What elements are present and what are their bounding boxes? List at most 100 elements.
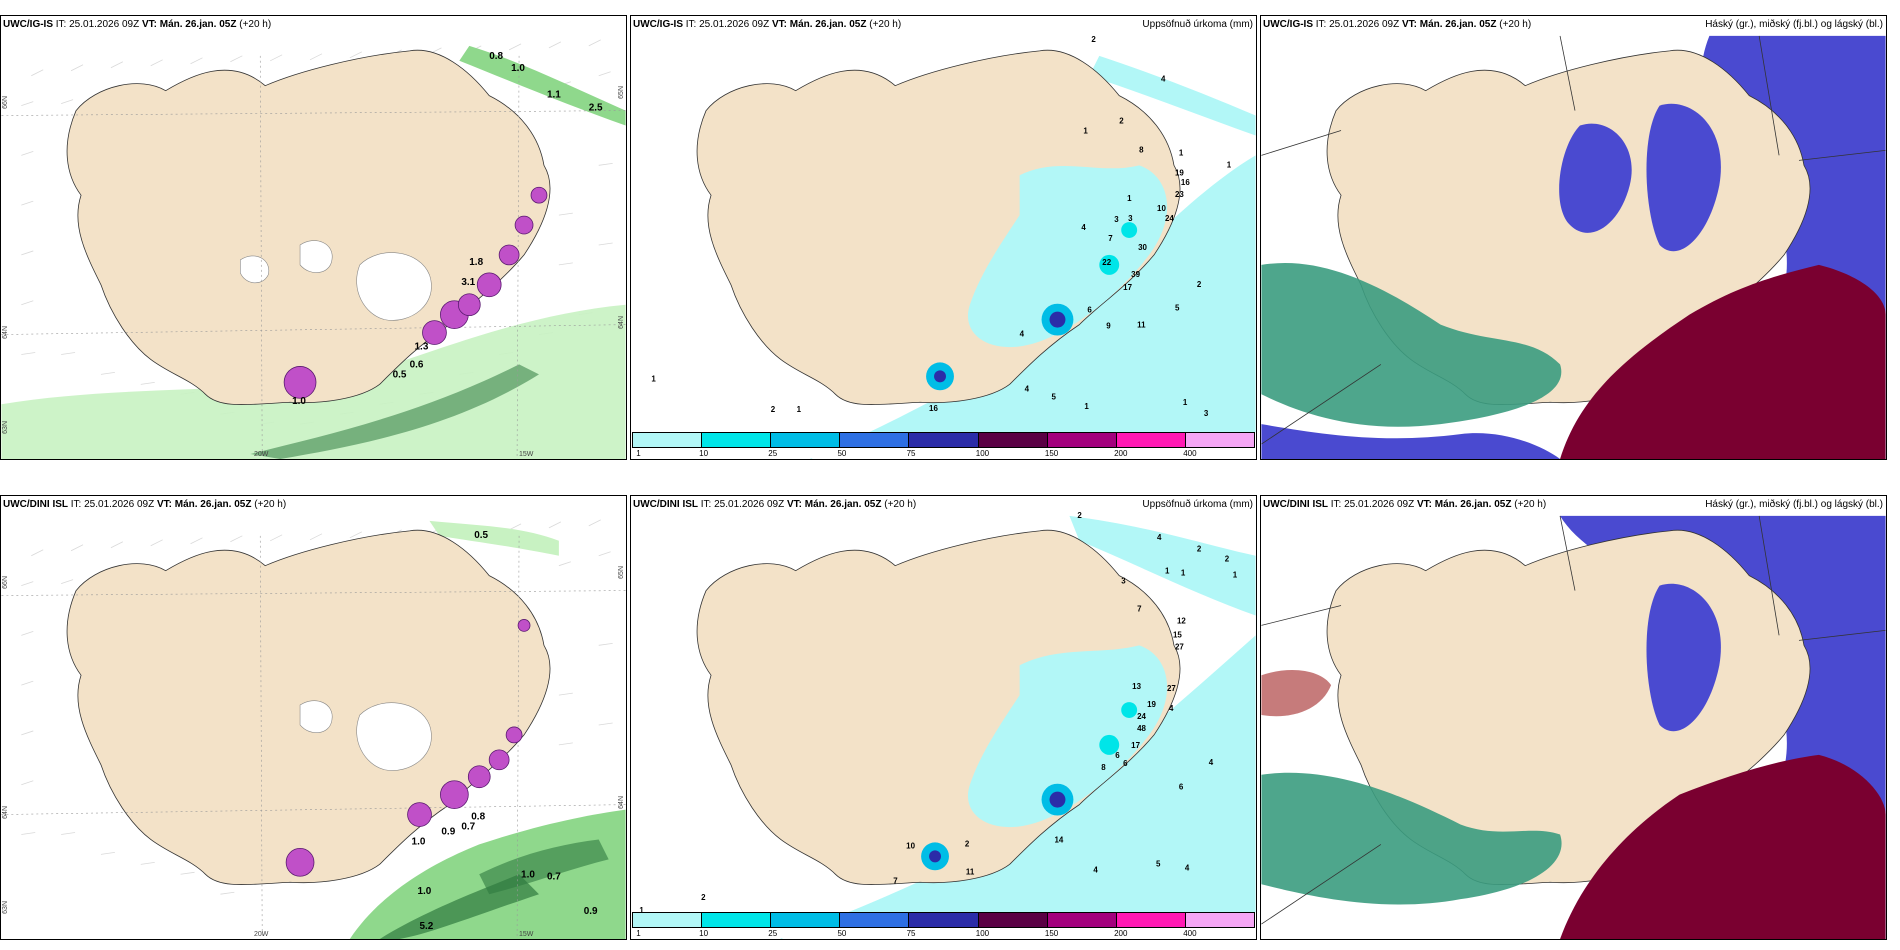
vt-value: Mán. 26.jan. 05Z <box>1419 19 1497 30</box>
svg-text:2: 2 <box>1225 555 1230 564</box>
vt-value: Mán. 26.jan. 05Z <box>1434 499 1512 510</box>
mid-cloud-south <box>1261 424 1561 459</box>
svg-text:1: 1 <box>1181 569 1186 578</box>
model-name: UWC/DINI ISL <box>633 499 698 510</box>
svg-text:1: 1 <box>1233 571 1238 580</box>
svg-text:0.8: 0.8 <box>489 51 503 62</box>
panel-header: UWC/IG-IS IT: 25.01.2026 09Z VT: Mán. 26… <box>1263 19 1532 30</box>
lon-label: 15W <box>519 931 534 938</box>
swatch-150 <box>1047 913 1117 927</box>
svg-text:7: 7 <box>893 876 898 885</box>
lat-label: 64N <box>618 796 625 809</box>
svg-text:0.8: 0.8 <box>471 812 485 823</box>
lead-time: (+20 h) <box>254 499 287 510</box>
low-cloud <box>1560 754 1886 939</box>
colorbar-ticks: 1 10 25 50 75 100 150 200 400 <box>636 449 1197 458</box>
lead-time: (+20 h) <box>869 19 902 30</box>
swatch-25 <box>771 433 841 447</box>
panel-title: Háský (gr.), miðský (fj.bl.) og lágský (… <box>1705 499 1883 510</box>
panel-wind-dini: UWC/DINI ISL IT: 25.01.2026 09Z VT: Mán.… <box>0 495 627 940</box>
wind-map: 0.8 1.0 1.1 2.5 1.3 0.6 0.5 1.0 3.1 1.8 <box>1 39 626 459</box>
model-name: UWC/IG-IS <box>1263 19 1313 30</box>
precip-cores <box>926 222 1138 391</box>
svg-text:27: 27 <box>1175 642 1184 651</box>
precip-cores <box>921 702 1138 871</box>
svg-text:30: 30 <box>1138 243 1147 252</box>
lat-label: 66N <box>2 576 9 589</box>
svg-text:0.9: 0.9 <box>441 826 455 837</box>
svg-text:9: 9 <box>1106 322 1111 331</box>
svg-text:1: 1 <box>1127 194 1132 203</box>
swatch-10 <box>702 433 772 447</box>
svg-text:39: 39 <box>1131 270 1140 279</box>
svg-text:8: 8 <box>1101 763 1106 772</box>
svg-text:2: 2 <box>1197 280 1202 289</box>
svg-text:0.5: 0.5 <box>393 369 407 380</box>
svg-text:4: 4 <box>1025 384 1030 393</box>
cloud-map <box>1261 515 1886 939</box>
svg-text:11: 11 <box>966 867 975 876</box>
svg-text:12: 12 <box>1177 616 1186 625</box>
mid-cloud-land <box>1646 103 1721 252</box>
lon-label: 20W <box>254 931 269 938</box>
lat-label: 65N <box>618 86 625 99</box>
svg-text:4: 4 <box>1209 758 1214 767</box>
colorbar: 1 10 25 50 75 100 150 200 400 <box>632 912 1255 938</box>
low-cloud <box>1560 264 1886 459</box>
svg-text:1.0: 1.0 <box>521 869 535 880</box>
svg-text:1: 1 <box>651 374 656 383</box>
high-cloud <box>1261 772 1562 905</box>
high-cloud <box>1261 262 1562 427</box>
lon-label: 20W <box>254 451 269 458</box>
swatch-25 <box>771 913 841 927</box>
svg-text:2: 2 <box>1197 545 1202 554</box>
svg-text:0.7: 0.7 <box>461 821 475 832</box>
swatch-200 <box>1116 433 1186 447</box>
svg-text:1: 1 <box>1084 402 1089 411</box>
vt-value: Mán. 26.jan. 05Z <box>789 19 867 30</box>
svg-text:4: 4 <box>1169 704 1174 713</box>
svg-text:6: 6 <box>1087 306 1092 315</box>
panel-precip-dini: UWC/DINI ISL IT: 25.01.2026 09Z VT: Mán.… <box>630 495 1257 940</box>
panel-header: UWC/DINI ISL IT: 25.01.2026 09Z VT: Mán.… <box>633 499 917 510</box>
svg-text:3: 3 <box>1121 577 1126 586</box>
low-cloud <box>1261 670 1332 717</box>
swatch-75 <box>909 913 979 927</box>
svg-text:2: 2 <box>1119 117 1124 126</box>
svg-text:4: 4 <box>1161 75 1166 84</box>
boundary-lines <box>1261 35 1886 445</box>
lon-label: 15W <box>519 451 534 458</box>
panel-precip-igis: UWC/IG-IS IT: 25.01.2026 09Z VT: Mán. 26… <box>630 15 1257 460</box>
swatch-400 <box>1185 913 1254 927</box>
svg-text:0.6: 0.6 <box>410 359 424 370</box>
mid-cloud-land <box>1646 583 1721 732</box>
svg-text:4: 4 <box>1157 533 1162 542</box>
svg-text:10: 10 <box>906 841 915 850</box>
svg-text:2: 2 <box>701 893 706 902</box>
svg-text:1: 1 <box>1183 398 1188 407</box>
lead-time: (+20 h) <box>884 499 917 510</box>
svg-text:27: 27 <box>1167 684 1176 693</box>
svg-text:16: 16 <box>1181 178 1190 187</box>
snow-patch <box>299 700 333 733</box>
svg-text:1: 1 <box>1227 160 1232 169</box>
svg-text:19: 19 <box>1175 168 1184 177</box>
lead-time: (+20 h) <box>1499 19 1532 30</box>
swatch-400 <box>1185 433 1254 447</box>
swatch-1 <box>633 913 703 927</box>
it-value: 25.01.2026 09Z <box>84 499 155 510</box>
snow-patch <box>240 255 270 284</box>
wind-field <box>21 519 613 895</box>
precip-ne <box>1089 55 1256 136</box>
lead-time: (+20 h) <box>239 19 272 30</box>
swatch-10 <box>702 913 772 927</box>
svg-text:2: 2 <box>965 839 970 848</box>
svg-text:1: 1 <box>797 405 802 414</box>
lat-label: 64N <box>2 806 9 819</box>
svg-text:10: 10 <box>1157 204 1166 213</box>
swatch-150 <box>1047 433 1117 447</box>
svg-text:3: 3 <box>1114 215 1119 224</box>
